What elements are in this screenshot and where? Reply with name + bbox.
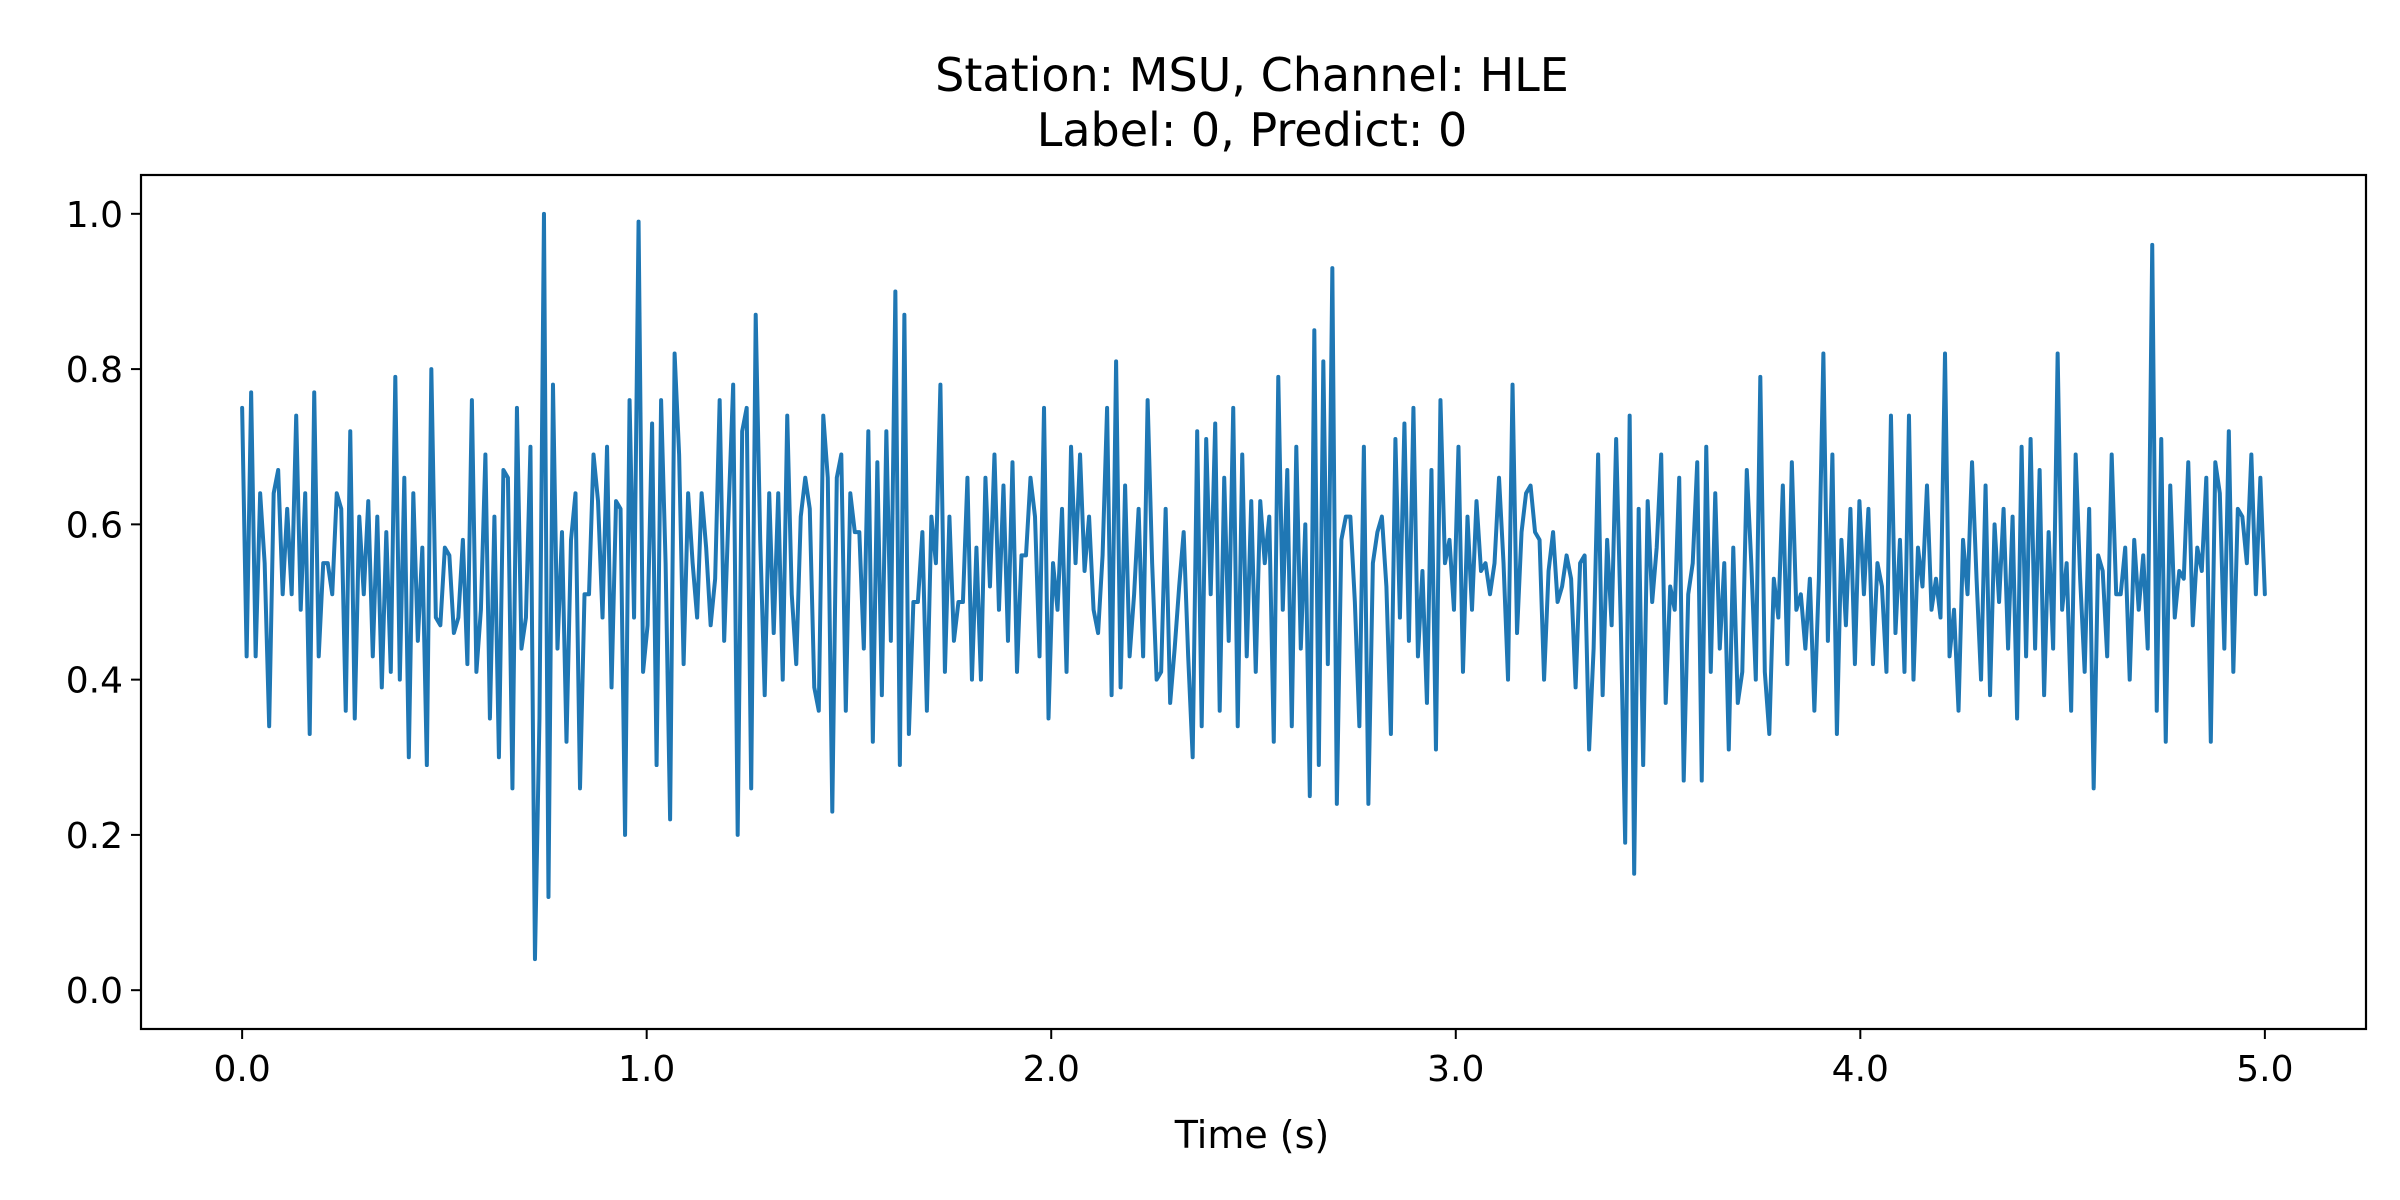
x-axis-ticks: 0.0 1.0 2.0 3.0 4.0 5.0 [214,1029,2293,1090]
x-tick-label: 3.0 [1427,1049,1484,1090]
chart-title-line-2: Label: 0, Predict: 0 [1037,103,1468,157]
y-tick-label: 0.6 [66,505,123,546]
y-tick-label: 0.2 [66,816,123,857]
x-axis-label: Time (s) [1174,1113,1330,1157]
x-tick-label: 4.0 [1832,1049,1889,1090]
y-tick-label: 0.8 [66,350,123,391]
y-tick-label: 0.4 [66,661,123,702]
y-axis-ticks: 0.0 0.2 0.4 0.6 0.8 1.0 [66,195,141,1012]
x-tick-label: 0.0 [214,1049,271,1090]
x-tick-label: 2.0 [1023,1049,1080,1090]
plot-area-frame [139,173,2368,1031]
y-tick-label: 1.0 [66,195,123,236]
chart-title-line-1: Station: MSU, Channel: HLE [935,48,1569,102]
y-tick-label: 0.0 [66,971,123,1012]
x-tick-label: 5.0 [2236,1049,2293,1090]
series-line [240,211,2267,962]
x-tick-label: 1.0 [618,1049,675,1090]
